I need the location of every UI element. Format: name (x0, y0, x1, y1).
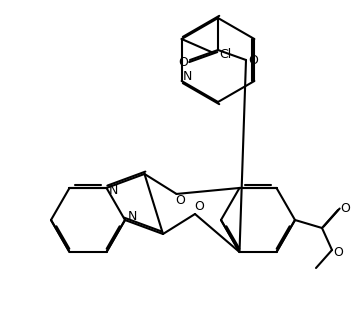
Text: N: N (109, 184, 118, 198)
Text: O: O (194, 200, 204, 214)
Text: O: O (248, 55, 258, 67)
Text: O: O (340, 201, 350, 215)
Text: O: O (178, 56, 188, 68)
Text: O: O (333, 246, 343, 259)
Text: Cl: Cl (219, 48, 232, 61)
Text: N: N (127, 211, 137, 223)
Text: N: N (183, 71, 192, 83)
Text: O: O (176, 195, 186, 207)
